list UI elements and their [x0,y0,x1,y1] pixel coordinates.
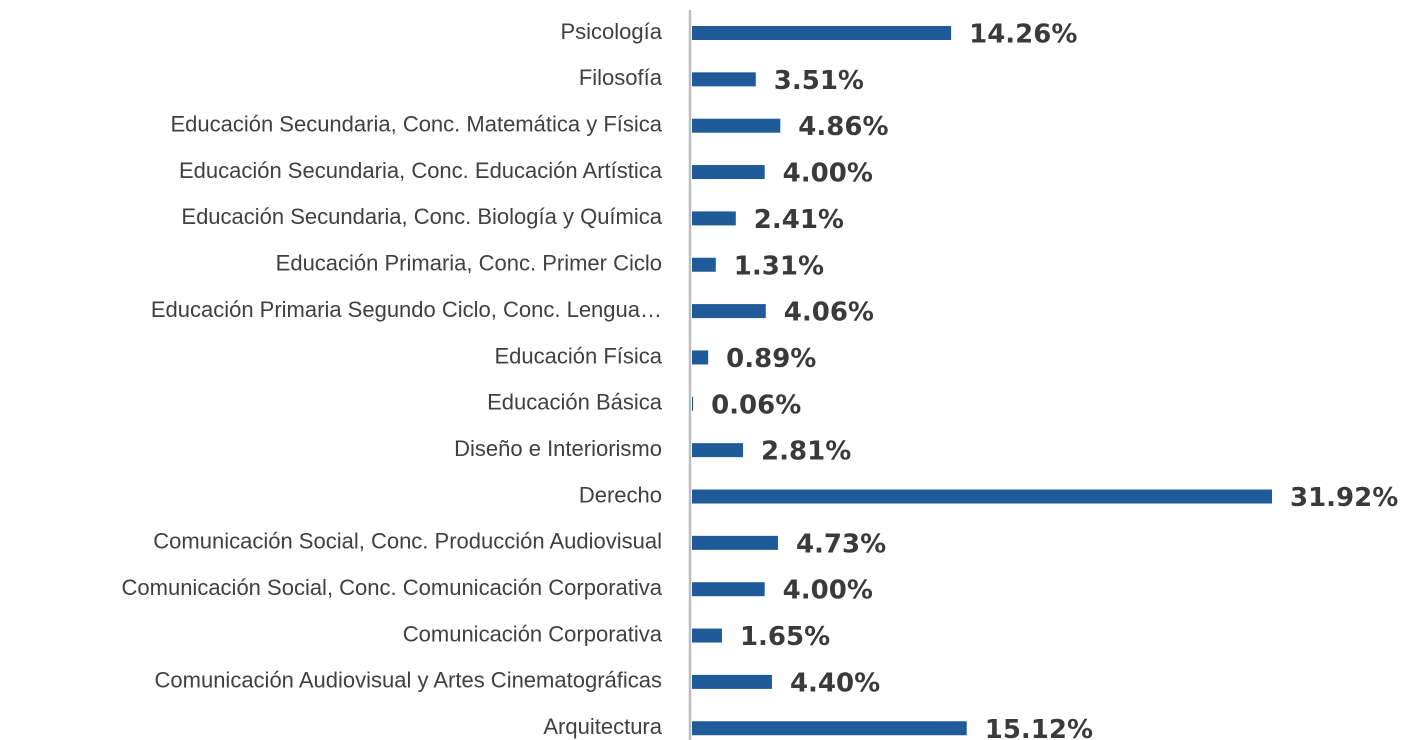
data-label: 0.89% [726,344,816,374]
data-label: 4.86% [798,112,888,142]
category-label: Educación Primaria, Conc. Primer Ciclo [276,251,662,276]
data-label: 0.06% [711,390,801,420]
category-label: Comunicación Social, Conc. Producción Au… [153,529,662,554]
data-label: 4.73% [796,529,886,559]
bar [692,396,694,411]
category-label: Arquitectura [543,714,662,739]
bar [692,304,766,319]
data-label: 2.41% [754,205,844,235]
category-label: Educación Secundaria, Conc. Educación Ar… [179,158,663,183]
category-label: Educación Secundaria, Conc. Biología y Q… [181,204,662,229]
bar [692,674,772,689]
bar [692,582,765,597]
bar [692,535,778,550]
data-label: 1.65% [740,622,830,652]
data-label: 4.00% [783,159,873,189]
bar [692,628,722,643]
bar [692,26,952,40]
data-label: 14.26% [969,20,1077,50]
data-label: 1.31% [734,251,824,281]
category-label: Educación Secundaria, Conc. Matemática y… [170,112,662,137]
bar [692,165,765,180]
bar [692,257,716,272]
bar [692,721,967,736]
category-label: Derecho [579,482,662,507]
category-label: Filosofía [579,65,663,90]
data-label: 3.51% [774,66,864,96]
data-label: 31.92% [1290,483,1398,513]
category-label: Comunicación Social, Conc. Comunicación … [122,575,663,600]
data-label: 4.06% [784,298,874,328]
bar [692,72,756,87]
category-label: Psicología [560,19,662,44]
category-label: Diseño e Interiorismo [454,436,662,461]
data-label: 2.81% [761,437,851,467]
category-label: Comunicación Audiovisual y Artes Cinemat… [155,668,662,693]
category-label: Educación Primaria Segundo Ciclo, Conc. … [151,297,662,322]
category-label: Educación Física [494,343,662,368]
category-label: Comunicación Corporativa [403,621,663,646]
bar [692,443,744,458]
bar [692,211,736,226]
category-label: Educación Básica [487,390,663,415]
data-label: 4.00% [783,576,873,606]
bar [692,118,781,133]
data-label: 4.40% [790,668,880,698]
bar [692,350,709,365]
bar [692,489,1272,504]
data-label: 15.12% [985,715,1093,740]
